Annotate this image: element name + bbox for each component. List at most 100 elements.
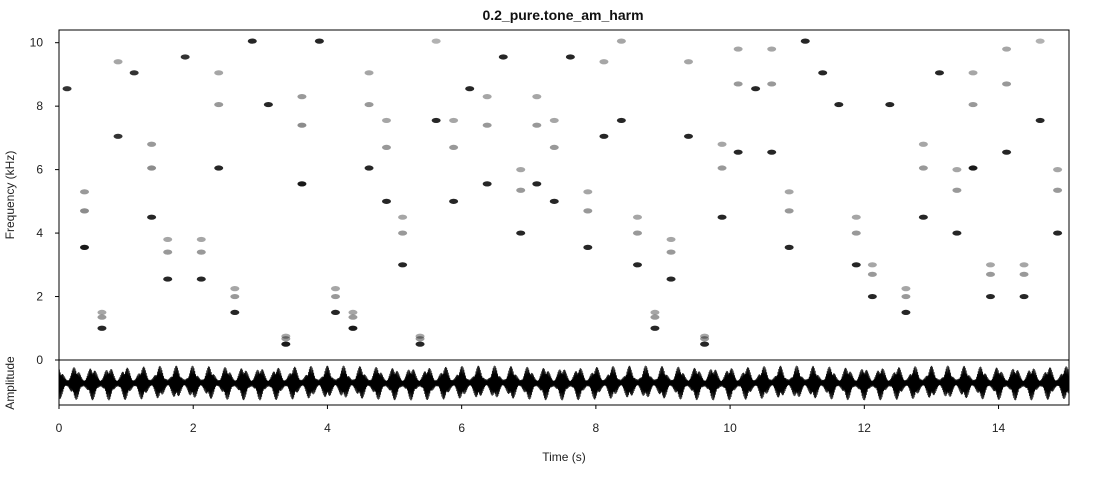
- spectrogram-point: [650, 314, 660, 320]
- spectrogram-point: [934, 70, 944, 76]
- spectrogram-point: [632, 230, 642, 236]
- x-tick-label: 2: [190, 421, 197, 435]
- spectrogram-point: [650, 309, 660, 316]
- spectrogram-point: [851, 262, 861, 268]
- spectrogram-point: [650, 325, 660, 331]
- spectrogram-point: [1002, 81, 1012, 87]
- x-tick-label: 12: [858, 421, 872, 435]
- spectrogram-point: [632, 214, 642, 220]
- spectrogram-point: [431, 38, 441, 44]
- spectrogram-point: [431, 117, 441, 124]
- spectrogram-point: [163, 276, 173, 282]
- spectrogram-point: [147, 141, 157, 147]
- spectrogram-point: [1002, 149, 1012, 155]
- spectrogram-point: [80, 208, 90, 214]
- spectrogram-point: [599, 59, 609, 65]
- spectrogram-point: [297, 94, 307, 100]
- spectrogram-point: [851, 230, 861, 236]
- spectrogram-point: [1019, 293, 1029, 300]
- waveform-y-title: Amplitude: [3, 356, 17, 410]
- y-tick-label: 8: [36, 99, 43, 113]
- spectrogram-point: [62, 86, 72, 92]
- spectrogram-point: [666, 249, 676, 255]
- x-tick-label: 6: [458, 421, 465, 435]
- spectrogram-point: [952, 167, 962, 173]
- spectrogram-point: [918, 165, 928, 171]
- spectrogram-point: [583, 208, 593, 214]
- spectrogram-point: [281, 336, 291, 342]
- spectrogram-point: [230, 286, 240, 292]
- spectrogram-point: [163, 249, 173, 255]
- spectrogram-point: [381, 117, 391, 124]
- spectrogram-point: [381, 198, 391, 204]
- x-axis-ticks: 0 2 4 6 8 10 12 14: [56, 405, 1006, 435]
- spectrogram-point: [549, 117, 559, 124]
- spectrogram-point: [683, 59, 693, 65]
- spectrogram-point: [1053, 230, 1063, 236]
- y-tick-label: 0: [36, 353, 43, 367]
- spectrogram-point: [985, 262, 995, 268]
- spectrogram-point: [1053, 187, 1063, 193]
- spectrogram-point: [1035, 38, 1045, 44]
- spectrogram-point: [717, 141, 727, 147]
- spectrogram-point: [80, 244, 90, 250]
- spectrogram-point: [867, 262, 877, 268]
- spectrogram-point: [465, 86, 475, 92]
- spectrogram-point: [784, 244, 794, 250]
- spectrogram-point: [968, 70, 978, 76]
- spectrogram-blobs: [62, 38, 1063, 347]
- spectrogram-point: [583, 189, 593, 195]
- spectrogram-point: [348, 325, 358, 331]
- spectrogram-point: [314, 38, 324, 44]
- spectrogram-point: [800, 38, 810, 44]
- spectrogram-point: [97, 325, 107, 331]
- spectrogram-point: [196, 249, 206, 255]
- spectrogram-point: [1002, 46, 1012, 52]
- spectrogram-point: [733, 46, 743, 52]
- spectrogram-point: [516, 167, 526, 173]
- spectrogram-point: [616, 38, 626, 44]
- x-tick-label: 14: [992, 421, 1006, 435]
- spectrogram-point: [398, 262, 408, 268]
- spectrogram-point: [683, 133, 693, 139]
- y-axis-title: Frequency (kHz): [3, 151, 17, 240]
- spectrogram-point: [516, 187, 526, 193]
- spectrogram-point: [616, 117, 626, 124]
- spectrogram-point: [196, 236, 206, 243]
- spectrogram-point: [599, 133, 609, 139]
- spectrogram-point: [784, 189, 794, 195]
- y-tick-label: 2: [36, 290, 43, 304]
- spectrogram-point: [482, 122, 492, 128]
- spectrogram-point: [415, 341, 425, 347]
- x-tick-label: 10: [723, 421, 737, 435]
- spectrogram-point: [767, 46, 777, 52]
- spectrogram-point: [398, 214, 408, 220]
- spectrogram-point: [214, 101, 224, 108]
- spectrogram-point: [449, 117, 459, 124]
- y-tick-label: 10: [30, 36, 44, 50]
- spectrogram-point: [901, 286, 911, 292]
- spectrogram-point: [549, 144, 559, 151]
- spectrogram-point: [330, 286, 340, 292]
- spectrogram-point: [147, 214, 157, 220]
- spectrogram-point: [180, 54, 190, 60]
- spectrogram-point: [297, 181, 307, 187]
- spectrogram-point: [281, 341, 291, 347]
- spectrogram-point: [532, 94, 542, 100]
- spectrogram-point: [834, 101, 844, 108]
- spectrogram-point: [985, 293, 995, 300]
- x-axis-title: Time (s): [542, 450, 586, 464]
- spectrogram-point: [381, 144, 391, 151]
- spectrogram-point: [767, 81, 777, 87]
- spectrogram-point: [532, 181, 542, 187]
- spectrogram-point: [733, 149, 743, 155]
- spectrogram-point: [348, 314, 358, 320]
- spectrogram-point: [918, 214, 928, 220]
- spectrogram-point: [415, 336, 425, 342]
- spectrogram-point: [851, 214, 861, 220]
- spectrogram-panel: [58, 29, 1070, 361]
- spectrogram-point: [968, 101, 978, 108]
- spectrogram-point: [1019, 271, 1029, 277]
- spectrogram-point: [666, 236, 676, 243]
